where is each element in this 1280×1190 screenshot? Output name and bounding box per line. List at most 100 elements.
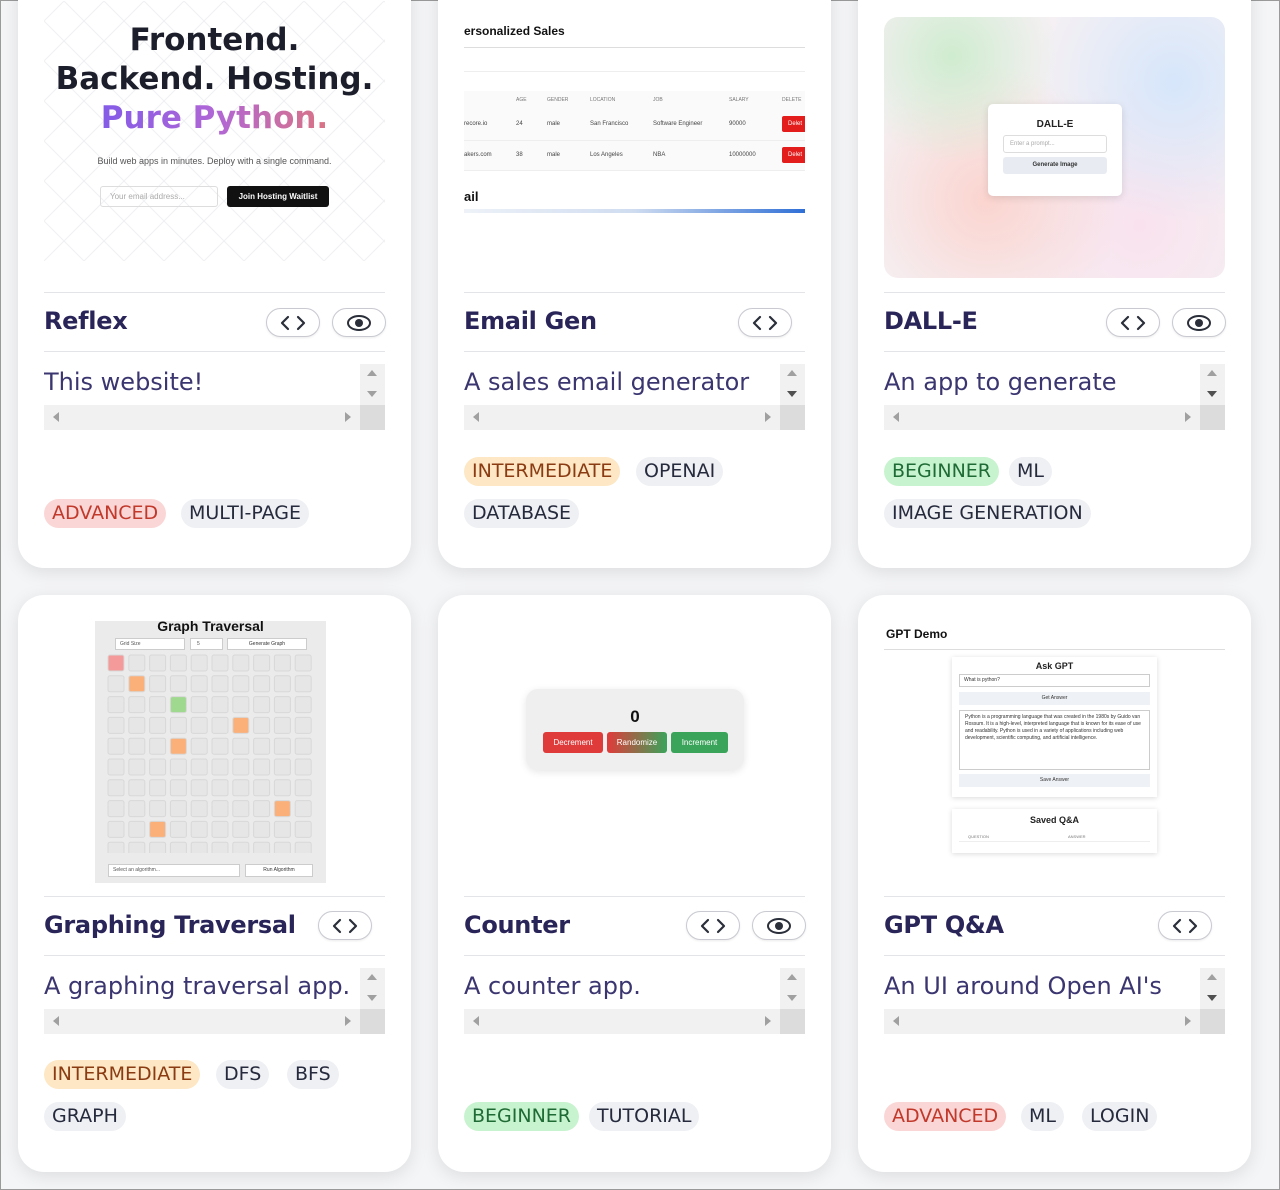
graph-cell[interactable] [211,696,229,714]
graph-cell[interactable] [294,696,312,714]
graph-cell[interactable] [211,841,229,853]
graph-cell[interactable] [169,675,187,693]
graph-cell[interactable] [128,696,146,714]
get-answer-button[interactable]: Get Answer [959,692,1150,705]
view-demo-button[interactable] [1172,308,1226,337]
graph-cell[interactable] [190,800,208,818]
graph-cell[interactable] [128,654,146,672]
view-code-button[interactable] [1158,911,1212,940]
graph-cell[interactable] [232,841,250,853]
graph-cell[interactable] [169,737,187,755]
graph-cell[interactable] [107,758,125,776]
graph-grid[interactable] [95,653,326,853]
graph-cell[interactable] [107,779,125,797]
graph-cell[interactable] [190,779,208,797]
graph-cell[interactable] [149,675,167,693]
graph-cell[interactable] [253,820,271,838]
graph-cell[interactable] [107,800,125,818]
graph-cell[interactable] [190,737,208,755]
graph-cell[interactable] [294,716,312,734]
graph-cell[interactable] [253,841,271,853]
project-card-gpt-qa[interactable]: GPT Demo Ask GPT What is python? Get Ans… [858,595,1251,1172]
grid-value-input[interactable]: 5 [190,638,223,650]
view-code-button[interactable] [738,308,792,337]
horizontal-scrollbar[interactable] [884,1009,1200,1034]
graph-cell[interactable] [273,841,291,853]
graph-cell[interactable] [149,737,167,755]
graph-cell[interactable] [211,820,229,838]
graph-cell[interactable] [232,779,250,797]
vertical-scrollbar[interactable] [1200,968,1225,1009]
graph-cell[interactable] [273,716,291,734]
graph-cell[interactable] [190,841,208,853]
graph-cell[interactable] [169,779,187,797]
run-algorithm-button[interactable]: Run Algorithm [245,864,313,877]
graph-cell[interactable] [253,779,271,797]
graph-cell[interactable] [149,820,167,838]
graph-cell[interactable] [169,654,187,672]
graph-cell[interactable] [149,654,167,672]
graph-cell[interactable] [128,758,146,776]
vertical-scrollbar[interactable] [780,968,805,1009]
view-code-button[interactable] [266,308,320,337]
graph-cell[interactable] [294,841,312,853]
graph-cell[interactable] [128,841,146,853]
graph-cell[interactable] [190,758,208,776]
email-input[interactable]: Your email address... [100,186,218,207]
graph-cell[interactable] [128,716,146,734]
graph-cell[interactable] [294,800,312,818]
graph-cell[interactable] [273,820,291,838]
graph-cell[interactable] [107,716,125,734]
graph-cell[interactable] [128,779,146,797]
graph-cell[interactable] [273,696,291,714]
vertical-scrollbar[interactable] [780,364,805,405]
horizontal-scrollbar[interactable] [464,1009,780,1034]
graph-cell[interactable] [253,696,271,714]
graph-cell[interactable] [232,675,250,693]
description-textarea[interactable]: A graphing traversal app. [44,968,385,1034]
delete-button[interactable]: Delet [782,147,805,163]
graph-cell[interactable] [149,841,167,853]
graph-cell[interactable] [107,654,125,672]
graph-cell[interactable] [107,820,125,838]
delete-button[interactable]: Delet [782,116,805,132]
description-textarea[interactable]: An app to generate [884,364,1225,430]
graph-cell[interactable] [169,820,187,838]
graph-cell[interactable] [294,779,312,797]
graph-cell[interactable] [232,800,250,818]
increment-button[interactable]: Increment [671,732,728,753]
graph-cell[interactable] [273,758,291,776]
graph-cell[interactable] [232,758,250,776]
vertical-scrollbar[interactable] [360,968,385,1009]
graph-cell[interactable] [149,696,167,714]
graph-cell[interactable] [294,654,312,672]
graph-cell[interactable] [128,737,146,755]
graph-cell[interactable] [273,737,291,755]
graph-cell[interactable] [190,716,208,734]
join-waitlist-button[interactable]: Join Hosting Waitlist [227,186,329,207]
graph-cell[interactable] [107,737,125,755]
view-demo-button[interactable] [752,911,806,940]
graph-cell[interactable] [107,675,125,693]
graph-cell[interactable] [273,800,291,818]
algorithm-select[interactable]: Select an algorithm... [108,864,240,877]
graph-cell[interactable] [107,841,125,853]
graph-cell[interactable] [253,737,271,755]
graph-cell[interactable] [169,841,187,853]
graph-cell[interactable] [253,654,271,672]
graph-cell[interactable] [211,737,229,755]
randomize-button[interactable]: Randomize [607,732,667,753]
graph-cell[interactable] [211,779,229,797]
graph-cell[interactable] [211,675,229,693]
graph-cell[interactable] [253,758,271,776]
graph-cell[interactable] [232,716,250,734]
save-answer-button[interactable]: Save Answer [959,774,1150,787]
graph-cell[interactable] [253,800,271,818]
graph-cell[interactable] [169,716,187,734]
graph-cell[interactable] [169,758,187,776]
graph-cell[interactable] [211,800,229,818]
project-card-email-gen[interactable]: ersonalized Sales AGE GENDER LOCATION JO… [438,0,831,568]
view-code-button[interactable] [686,911,740,940]
graph-cell[interactable] [294,737,312,755]
graph-cell[interactable] [149,758,167,776]
